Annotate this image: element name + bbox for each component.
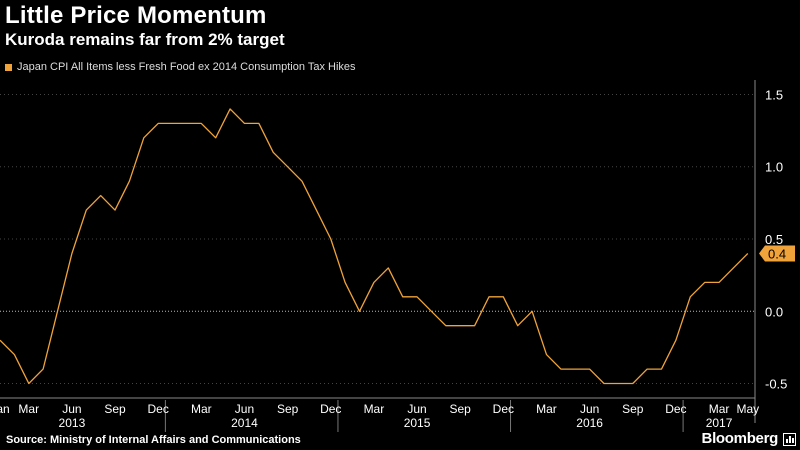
y-tick-label: -0.5 (765, 377, 787, 392)
x-tick-label: Sep (277, 402, 299, 416)
x-tick-label: Jun (62, 402, 81, 416)
y-tick-label: 1.0 (765, 160, 783, 175)
last-value-badge (759, 245, 795, 262)
x-tick-label: Mar (709, 402, 730, 416)
series-line (0, 108, 749, 385)
x-tick-label: Jun (580, 402, 599, 416)
bloomberg-bar-chart-icon (783, 433, 796, 446)
x-tick-label: Mar (191, 402, 212, 416)
x-tick-label: Dec (665, 402, 686, 416)
x-tick-label: Dec (148, 402, 169, 416)
x-tick-label: Jun (235, 402, 254, 416)
y-tick-label: 0.0 (765, 304, 783, 319)
x-tick-label: Mar (364, 402, 385, 416)
x-tick-label: Jun (407, 402, 426, 416)
x-tick-label: Sep (622, 402, 644, 416)
chart-subtitle: Kuroda remains far from 2% target (5, 30, 285, 49)
x-tick-label: Sep (104, 402, 126, 416)
x-tick-label: Mar (536, 402, 557, 416)
x-tick-label: Mar (18, 402, 39, 416)
x-year-label: 2017 (706, 416, 733, 430)
x-year-label: 2014 (231, 416, 258, 430)
x-year-label: 2015 (404, 416, 431, 430)
y-tick-label: 1.5 (765, 87, 783, 102)
chart-title: Little Price Momentum (5, 2, 267, 29)
brand-logo: Bloomberg (701, 430, 779, 447)
legend-label: Japan CPI All Items less Fresh Food ex 2… (17, 61, 356, 73)
legend-swatch (5, 63, 12, 71)
x-year-label: 2016 (576, 416, 603, 430)
last-value-label: 0.4 (768, 246, 786, 261)
x-tick-label: Dec (493, 402, 514, 416)
y-tick-label: 0.5 (765, 232, 783, 247)
x-year-label: 2013 (59, 416, 86, 430)
last-value-callout: 0.4 (759, 245, 795, 262)
x-tick-label: May (736, 402, 759, 416)
x-tick-label: Dec (320, 402, 341, 416)
legend: Japan CPI All Items less Fresh Food ex 2… (5, 61, 356, 73)
x-tick-label: Sep (450, 402, 472, 416)
source-note: Source: Ministry of Internal Affairs and… (6, 434, 301, 446)
x-tick-label: Jan (0, 402, 10, 416)
